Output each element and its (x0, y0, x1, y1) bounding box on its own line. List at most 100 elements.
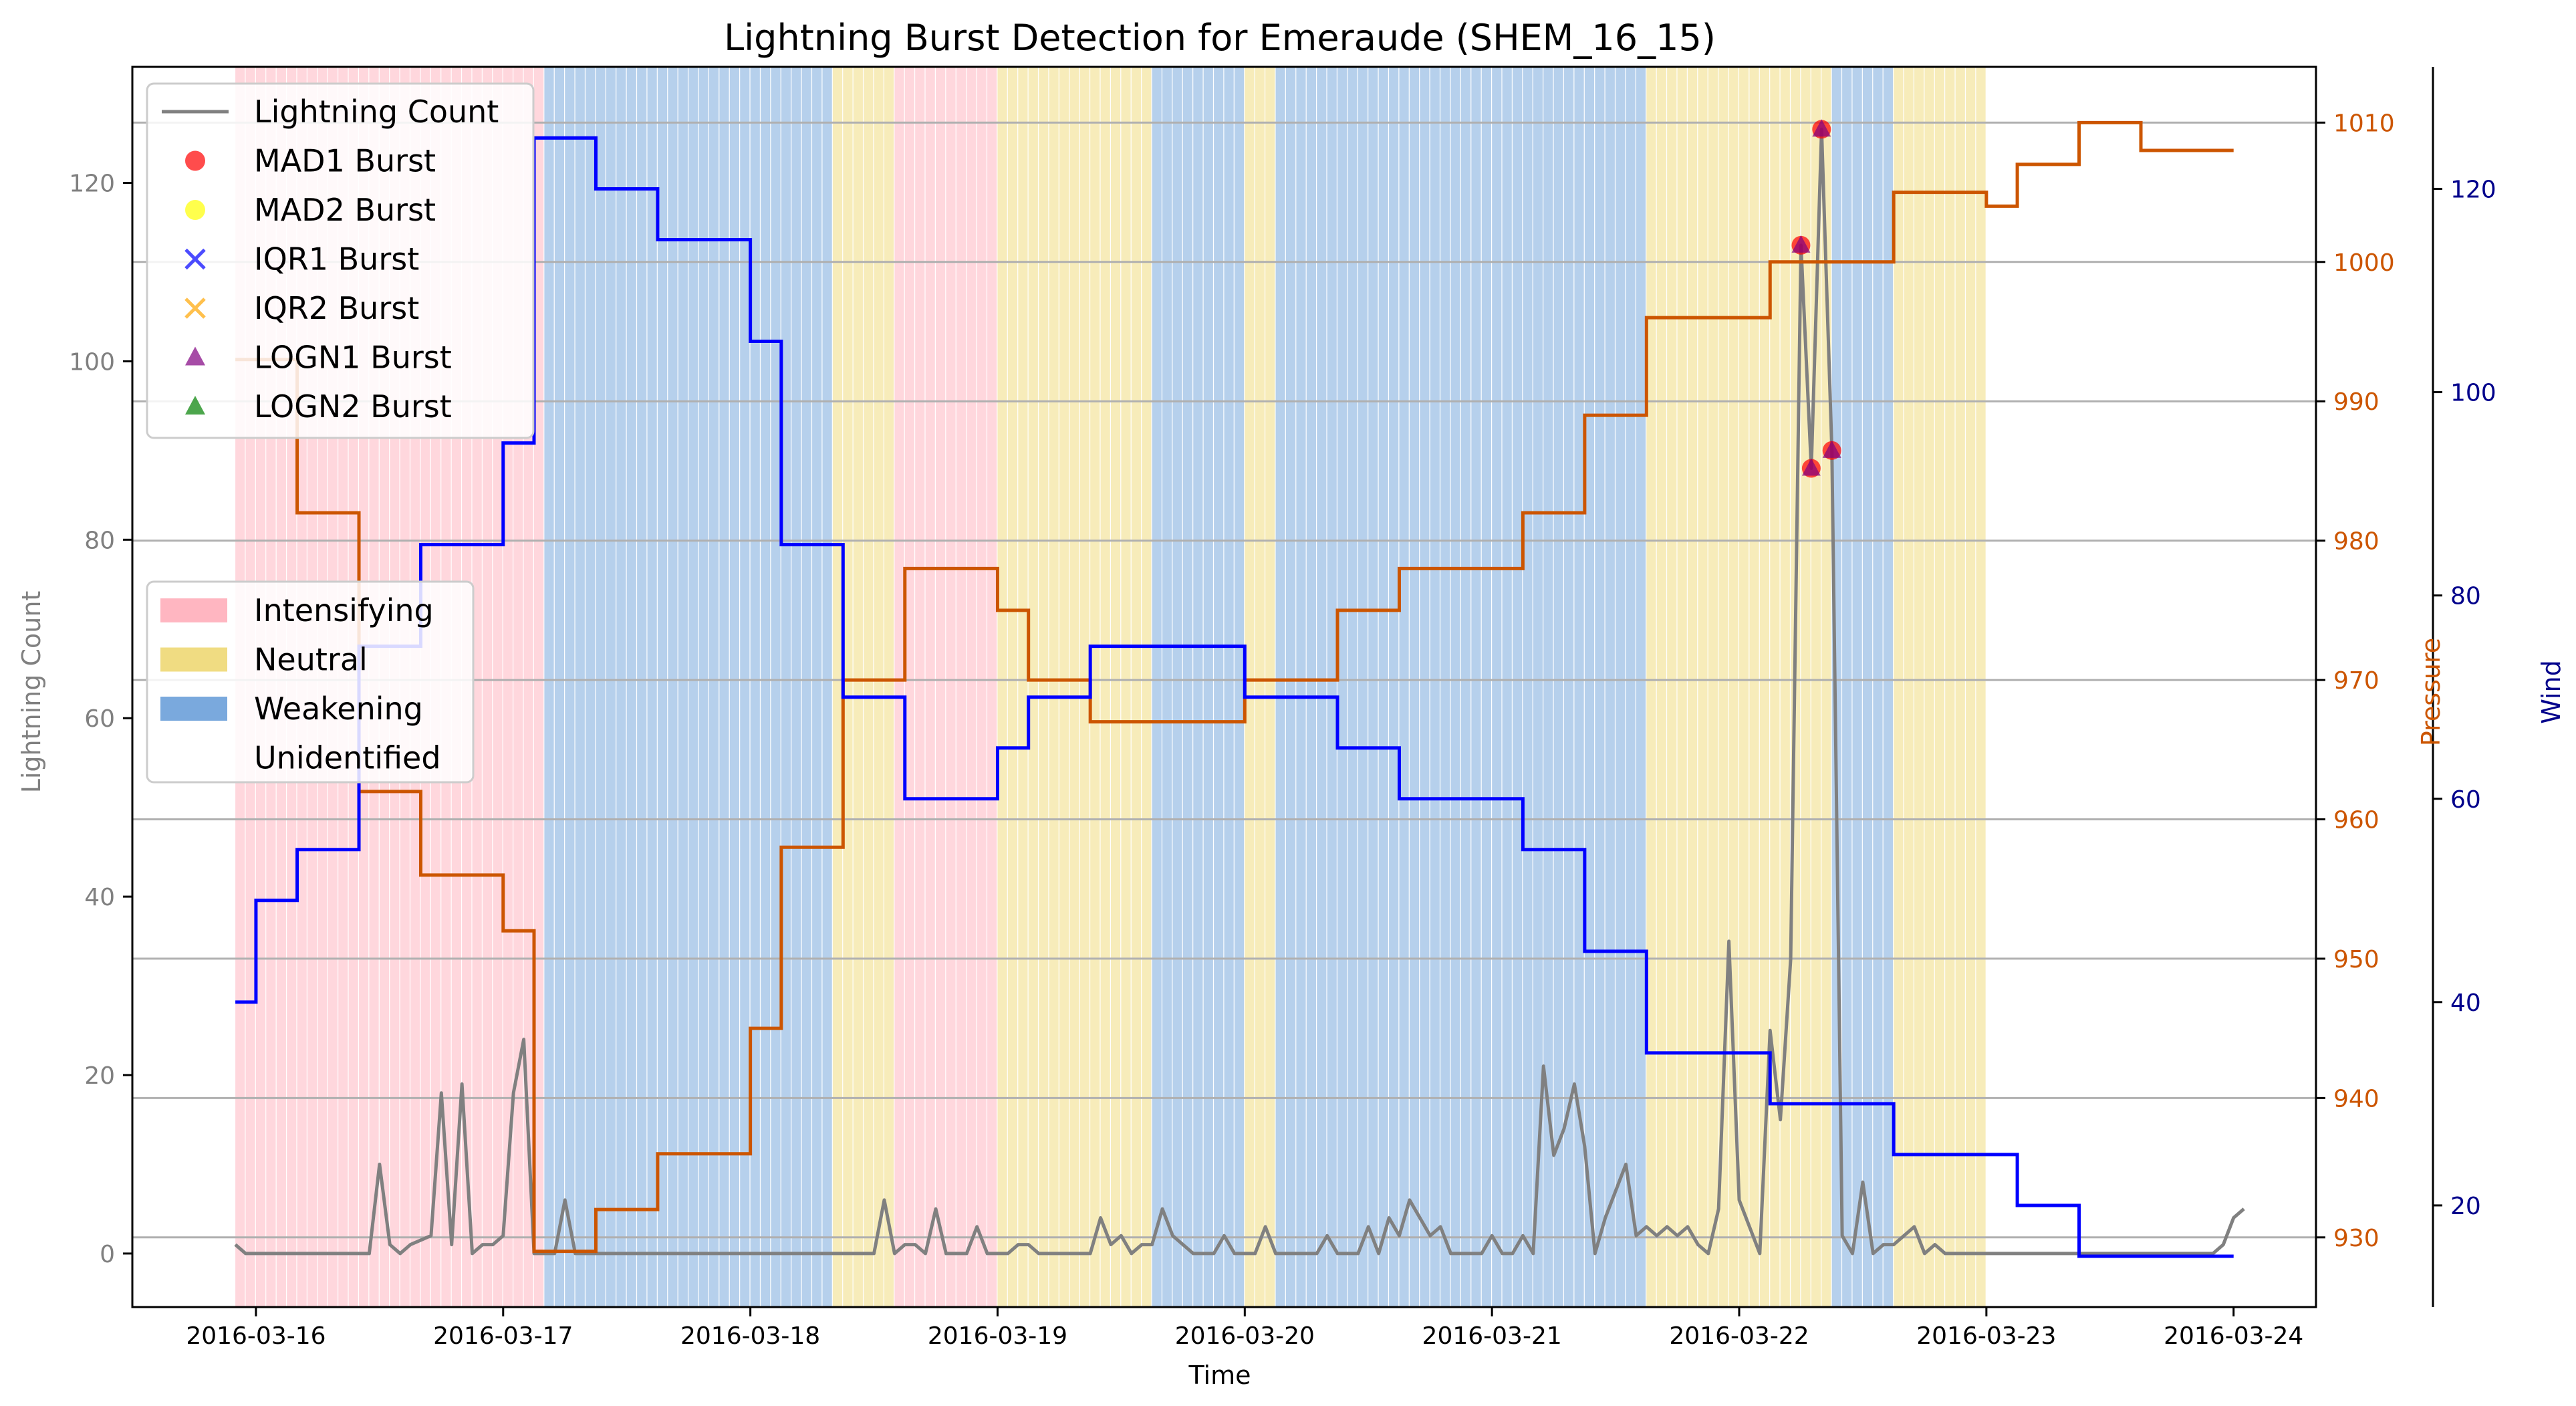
wind-tick-label: 40 (2450, 989, 2481, 1017)
phase-strip (1966, 67, 1976, 1307)
legend-label: Unidentified (254, 740, 441, 776)
phase-strip (709, 67, 719, 1307)
x-axis-label: Time (1188, 1361, 1251, 1390)
phase-strip (1317, 67, 1327, 1307)
legend-triangle-icon (185, 396, 205, 415)
phase-strip (936, 67, 946, 1307)
pressure-tick-label: 950 (2333, 946, 2379, 973)
y-tick-label: 20 (84, 1062, 115, 1090)
phase-strip (904, 67, 914, 1307)
phase-strip (1523, 67, 1533, 1307)
phase-strip (1595, 67, 1605, 1307)
legend-item: Unidentified (160, 740, 441, 776)
phase-strip (1934, 67, 1945, 1307)
phase-strip (1358, 67, 1368, 1307)
phase-strip (801, 67, 811, 1307)
phase-strip (719, 67, 729, 1307)
wind-tick-label: 20 (2450, 1193, 2481, 1220)
legend-circle-icon (185, 150, 205, 171)
legend-item: MAD2 Burst (185, 192, 436, 228)
wind-series (235, 136, 2234, 1258)
phase-strip (1924, 67, 1934, 1307)
phase-strip (544, 67, 554, 1307)
x-tick-label: 2016-03-23 (1916, 1322, 2056, 1350)
phase-strip (1306, 67, 1316, 1307)
legend-x-icon (184, 298, 206, 319)
phase-strip (596, 67, 606, 1307)
phase-strip (1090, 67, 1100, 1307)
phase-strip (1492, 67, 1502, 1307)
legend-box (146, 82, 535, 439)
phase-band-neutral (832, 67, 894, 1307)
phase-band-neutral (997, 67, 1152, 1307)
legend-box (146, 580, 475, 784)
phase-strip (1759, 67, 1770, 1307)
phase-strip (1420, 67, 1430, 1307)
legend-item: Lightning Count (162, 94, 499, 130)
y-axis-label: Lightning Count (17, 591, 46, 794)
burst-markers (1791, 119, 1841, 478)
legend-label: LOGN1 Burst (254, 340, 452, 376)
phase-strip (1543, 67, 1553, 1307)
phase-band-neutral (1894, 67, 1986, 1307)
phase-strip (1687, 67, 1698, 1307)
phase-strip (997, 67, 1007, 1307)
y-tick-label: 60 (84, 705, 115, 733)
wind-tick-label: 80 (2450, 583, 2481, 610)
phase-strip (1234, 67, 1245, 1307)
phase-band-weakening (1275, 67, 1646, 1307)
phase-strip (626, 67, 636, 1307)
phase-strip (761, 67, 771, 1307)
phase-strip (1460, 67, 1471, 1307)
phase-strip (1904, 67, 1914, 1307)
phase-strip (1636, 67, 1646, 1307)
phase-strip (1677, 67, 1687, 1307)
phase-strip (1214, 67, 1224, 1307)
legend-item: LOGN2 Burst (185, 388, 452, 425)
phase-strip (1182, 67, 1193, 1307)
wind-tick-label: 120 (2450, 176, 2496, 203)
x-tick-label: 2016-03-19 (928, 1322, 1067, 1350)
x-tick-label: 2016-03-22 (1669, 1322, 1809, 1350)
x-tick-label: 2016-03-18 (680, 1322, 820, 1350)
phase-band-weakening (544, 67, 832, 1307)
phase-strip (657, 67, 668, 1307)
pressure-tick-label: 960 (2333, 807, 2379, 834)
logn1-burst-marker (1812, 119, 1831, 137)
phase-strip (1224, 67, 1234, 1307)
phase-strip (534, 67, 544, 1307)
phase-strip (1285, 67, 1296, 1307)
phase-strip (750, 67, 760, 1307)
phase-strip (1739, 67, 1749, 1307)
phase-strip (637, 67, 647, 1307)
phase-strip (740, 67, 750, 1307)
axes: 2016-03-16 2016-03-17 2016-03-18 2016-03-19… (69, 66, 2496, 1350)
phase-strip (1028, 67, 1038, 1307)
chart-title: Lightning Burst Detection for Emeraude (… (724, 17, 1716, 59)
legend-triangle-icon (185, 346, 205, 366)
phase-strip (565, 67, 575, 1307)
y-tick-label: 0 (100, 1241, 115, 1268)
phase-strip (1780, 67, 1790, 1307)
phase-strip (1656, 67, 1666, 1307)
phase-strip (1172, 67, 1182, 1307)
legend-label: MAD2 Burst (254, 192, 436, 228)
phase-strip (554, 67, 565, 1307)
phase-band-neutral (1646, 67, 1831, 1307)
phase-strip (1327, 67, 1337, 1307)
legend-label: Intensifying (254, 592, 434, 628)
phase-strip (1430, 67, 1440, 1307)
phase-strip (1574, 67, 1584, 1307)
phase-strip (1873, 67, 1883, 1307)
phase-strip (1440, 67, 1450, 1307)
phase-strip (1039, 67, 1049, 1307)
phase-strip (1378, 67, 1388, 1307)
phase-strip (1955, 67, 1965, 1307)
legend-item: Weakening (160, 691, 423, 727)
phase-strip (853, 67, 863, 1307)
phase-strip (1368, 67, 1378, 1307)
phase-strip (1142, 67, 1152, 1307)
phase-strip (1399, 67, 1409, 1307)
pressure-tick-label: 1000 (2333, 249, 2395, 277)
